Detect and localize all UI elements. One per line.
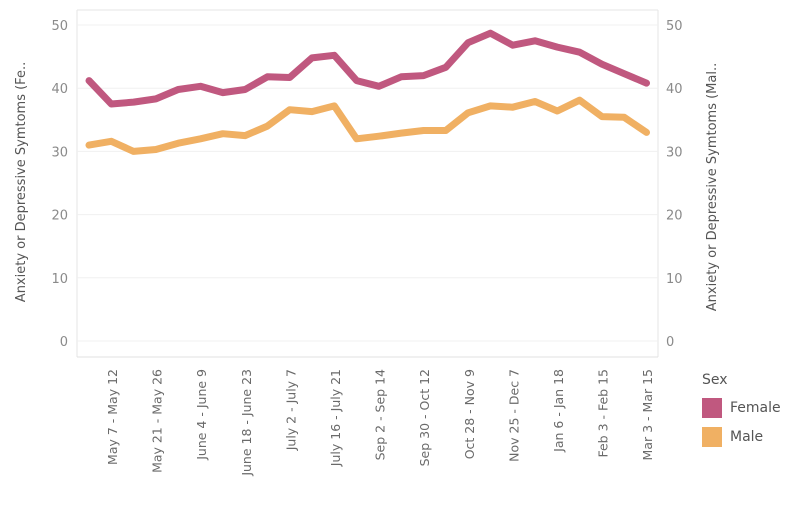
legend-label-male: Male (730, 429, 764, 445)
x-tick-label: May 21 - May 26 (150, 369, 165, 473)
x-tick-label: July 2 - July 7 (283, 369, 298, 451)
x-tick-label: Jan 6 - Jan 18 (551, 369, 566, 453)
y-right-tick-label: 0 (666, 335, 674, 350)
right-axis-ticks: 50 40 30 20 10 0 (666, 19, 683, 350)
y-left-tick-label: 10 (51, 272, 68, 287)
legend-item-female[interactable]: Female (702, 398, 806, 418)
x-tick-label: Sep 2 - Sep 14 (373, 369, 388, 460)
grid (76, 9, 659, 358)
y-right-tick-label: 10 (666, 272, 683, 287)
y-axis-right-title: Anxiety or Depressive Symtoms (Mal.. (705, 63, 720, 311)
legend-swatch-female (702, 398, 722, 418)
x-tick-label: May 7 - May 12 (105, 369, 120, 465)
x-tick-label: Mar 3 - Mar 15 (640, 369, 655, 460)
legend-label-female: Female (730, 400, 781, 416)
x-tick-label: Sep 30 - Oct 12 (417, 369, 432, 466)
legend-swatch-male (702, 427, 722, 447)
y-left-tick-label: 50 (51, 19, 68, 34)
y-left-tick-label: 0 (60, 335, 68, 350)
left-axis-ticks: 50 40 30 20 10 0 (51, 19, 68, 350)
y-left-tick-label: 40 (51, 82, 68, 97)
x-tick-label: July 16 - July 21 (328, 369, 343, 467)
x-tick-label: Nov 25 - Dec 7 (506, 369, 521, 462)
y-left-tick-label: 30 (51, 145, 68, 160)
y-right-tick-label: 50 (666, 19, 683, 34)
y-left-tick-label: 20 (51, 209, 68, 224)
legend-item-male[interactable]: Male (702, 427, 806, 447)
x-axis-ticks: May 7 - May 12 May 21 - May 26 June 4 - Ju… (105, 369, 655, 477)
y-right-tick-label: 30 (666, 145, 683, 160)
series-lines (85, 29, 650, 155)
series-line-male[interactable] (85, 96, 650, 155)
x-tick-label: Oct 28 - Nov 9 (462, 369, 477, 459)
legend: Sex Female Male (702, 372, 806, 456)
y-axis-left-title: Anxiety or Depressive Symtoms (Fe.. (14, 62, 29, 302)
x-tick-label: June 4 - June 9 (194, 369, 209, 461)
legend-title: Sex (702, 372, 728, 388)
series-line-female[interactable] (85, 29, 650, 108)
x-tick-label: June 18 - June 23 (239, 369, 254, 477)
y-right-tick-label: 20 (666, 209, 683, 224)
x-tick-label: Feb 3 - Feb 15 (596, 369, 611, 458)
y-right-tick-label: 40 (666, 82, 683, 97)
